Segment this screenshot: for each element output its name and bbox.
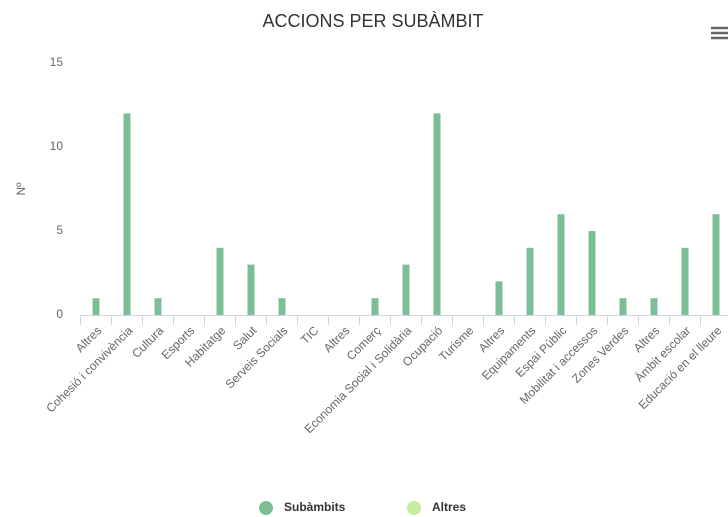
legend-swatch[interactable] (407, 501, 421, 515)
bar (526, 247, 534, 315)
bar (371, 298, 379, 315)
x-tick-label: TIC (298, 323, 322, 347)
bar (433, 113, 441, 316)
bar (588, 231, 596, 315)
legend-label[interactable]: Subàmbits (284, 500, 346, 514)
y-tick-label: 5 (56, 223, 63, 237)
chart-title: ACCIONS PER SUBÀMBIT (262, 11, 483, 31)
bar (247, 264, 255, 315)
bar (154, 298, 162, 315)
bar (123, 113, 131, 316)
bar (495, 281, 503, 315)
y-axis-label: Nº (14, 182, 28, 196)
bar (557, 214, 565, 315)
y-tick-label: 10 (50, 139, 64, 153)
bar (92, 298, 100, 315)
x-tick-label: Turisme (436, 323, 476, 363)
bar (402, 264, 410, 315)
legend-label[interactable]: Altres (432, 500, 466, 514)
legend-swatch[interactable] (259, 501, 273, 515)
bar (712, 214, 720, 315)
bar (650, 298, 658, 315)
bar (681, 247, 689, 315)
bar (619, 298, 627, 315)
bar (278, 298, 286, 315)
menu-icon[interactable] (711, 26, 728, 40)
y-tick-label: 15 (50, 55, 64, 69)
bar (216, 247, 224, 315)
y-tick-label: 0 (56, 307, 63, 321)
